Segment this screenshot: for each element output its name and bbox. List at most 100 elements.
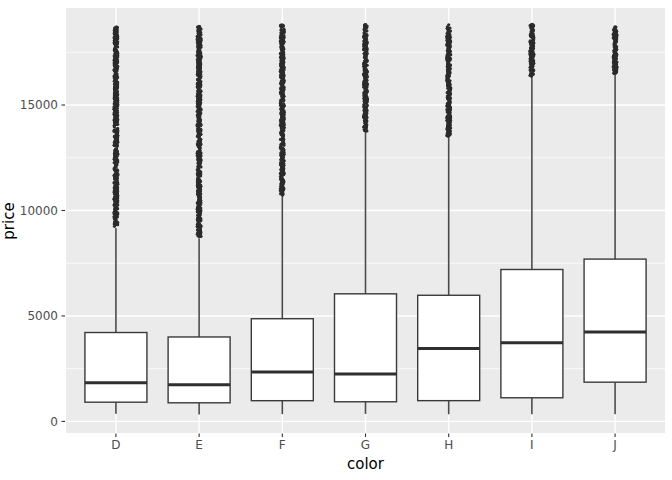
outlier-dot bbox=[446, 32, 449, 35]
chart-root: 050001000015000DEFGHIJ bbox=[20, 8, 665, 452]
outlier-dot-max bbox=[198, 25, 201, 28]
outlier-dot bbox=[199, 112, 202, 115]
outlier-dot bbox=[196, 169, 199, 172]
outlier-dot bbox=[199, 46, 202, 49]
outlier-dot bbox=[197, 60, 200, 63]
outlier-dot bbox=[113, 75, 116, 78]
outlier-dot bbox=[199, 39, 202, 42]
outlier-dot bbox=[282, 104, 285, 107]
outlier-dot bbox=[281, 88, 284, 91]
outlier-dot bbox=[116, 223, 119, 226]
outlier-dot bbox=[364, 87, 367, 90]
x-axis-title: color bbox=[347, 455, 385, 473]
outlier-dot bbox=[282, 31, 285, 34]
outlier-dot bbox=[115, 91, 118, 94]
outlier-dot bbox=[362, 103, 365, 106]
outlier-dot bbox=[196, 152, 199, 155]
outlier-dot bbox=[365, 54, 368, 57]
outlier-dot bbox=[116, 197, 119, 200]
outlier-dot bbox=[365, 129, 368, 132]
outlier-dot bbox=[196, 36, 199, 39]
outlier-dot bbox=[448, 118, 451, 121]
outlier-dot bbox=[199, 192, 202, 195]
outlier-dot bbox=[114, 192, 117, 195]
outlier-dot bbox=[446, 78, 449, 81]
outlier-dot bbox=[279, 161, 282, 164]
outlier-dot bbox=[282, 55, 285, 58]
y-tick-label: 5000 bbox=[27, 309, 58, 323]
outlier-dot bbox=[281, 133, 284, 136]
outlier-dot bbox=[612, 62, 615, 65]
outlier-dot bbox=[281, 154, 284, 157]
outlier-dot bbox=[114, 205, 117, 208]
outlier-dot bbox=[199, 71, 202, 74]
iqr-box bbox=[335, 294, 397, 402]
outlier-dot bbox=[365, 43, 368, 46]
outlier-dot bbox=[612, 68, 615, 71]
outlier-dot bbox=[198, 115, 201, 118]
outlier-dot bbox=[614, 44, 617, 47]
iqr-box bbox=[501, 269, 563, 397]
outlier-dot bbox=[115, 220, 118, 223]
outlier-dot bbox=[280, 176, 283, 179]
outlier-dot bbox=[532, 62, 535, 65]
outlier-dot bbox=[113, 36, 116, 39]
outlier-dot bbox=[280, 49, 283, 52]
outlier-dot bbox=[113, 29, 116, 32]
outlier-dot bbox=[364, 75, 367, 78]
outlier-dot bbox=[363, 97, 366, 100]
outlier-dot bbox=[448, 133, 451, 136]
outlier-dot bbox=[197, 202, 200, 205]
outlier-dot-max bbox=[447, 23, 450, 26]
outlier-dot bbox=[197, 50, 200, 53]
outlier-dot bbox=[446, 111, 449, 114]
outlier-dot bbox=[196, 177, 199, 180]
outlier-dot bbox=[113, 151, 116, 154]
x-tick-label: E bbox=[195, 438, 203, 452]
outlier-dot bbox=[448, 47, 451, 50]
outlier-dot bbox=[446, 39, 449, 42]
iqr-box bbox=[85, 333, 147, 403]
outlier-dot bbox=[448, 50, 451, 53]
x-tick-label: H bbox=[444, 438, 453, 452]
outlier-dot bbox=[364, 37, 367, 40]
outlier-dot bbox=[199, 143, 202, 146]
outlier-dot bbox=[530, 43, 533, 46]
outlier-dot bbox=[281, 127, 284, 130]
outlier-dot bbox=[196, 28, 199, 31]
outlier-points-F bbox=[279, 24, 286, 197]
outlier-dot bbox=[446, 53, 449, 56]
outlier-dot bbox=[282, 144, 285, 147]
outlier-dot bbox=[198, 43, 201, 46]
outlier-dot bbox=[116, 103, 119, 106]
outlier-dot bbox=[283, 74, 286, 77]
outlier-dot bbox=[198, 120, 201, 123]
outlier-dot bbox=[198, 33, 201, 36]
outlier-dot bbox=[281, 138, 284, 141]
outlier-dot bbox=[447, 83, 450, 86]
outlier-dot bbox=[447, 114, 450, 117]
outlier-dot bbox=[115, 131, 118, 134]
outlier-dot-max bbox=[114, 26, 117, 29]
outlier-dot bbox=[114, 188, 117, 191]
outlier-dot bbox=[198, 148, 201, 151]
outlier-dot bbox=[113, 129, 116, 132]
outlier-dot bbox=[114, 159, 117, 162]
iqr-box bbox=[251, 319, 313, 401]
outlier-dot bbox=[113, 47, 116, 50]
outlier-dot bbox=[364, 50, 367, 53]
outlier-dot bbox=[279, 104, 282, 107]
outlier-dot bbox=[116, 97, 119, 100]
outlier-dot bbox=[363, 69, 366, 72]
outlier-dot bbox=[363, 125, 366, 128]
y-axis-title: price bbox=[0, 202, 18, 239]
outlier-dot bbox=[282, 182, 285, 185]
outlier-dot bbox=[364, 46, 367, 49]
outlier-dot bbox=[199, 170, 202, 173]
outlier-dot bbox=[113, 178, 116, 181]
outlier-dot-max bbox=[613, 25, 616, 28]
outlier-dot bbox=[196, 66, 199, 69]
outlier-dot bbox=[280, 122, 283, 125]
outlier-dot bbox=[281, 99, 284, 102]
outlier-dot bbox=[448, 44, 451, 47]
